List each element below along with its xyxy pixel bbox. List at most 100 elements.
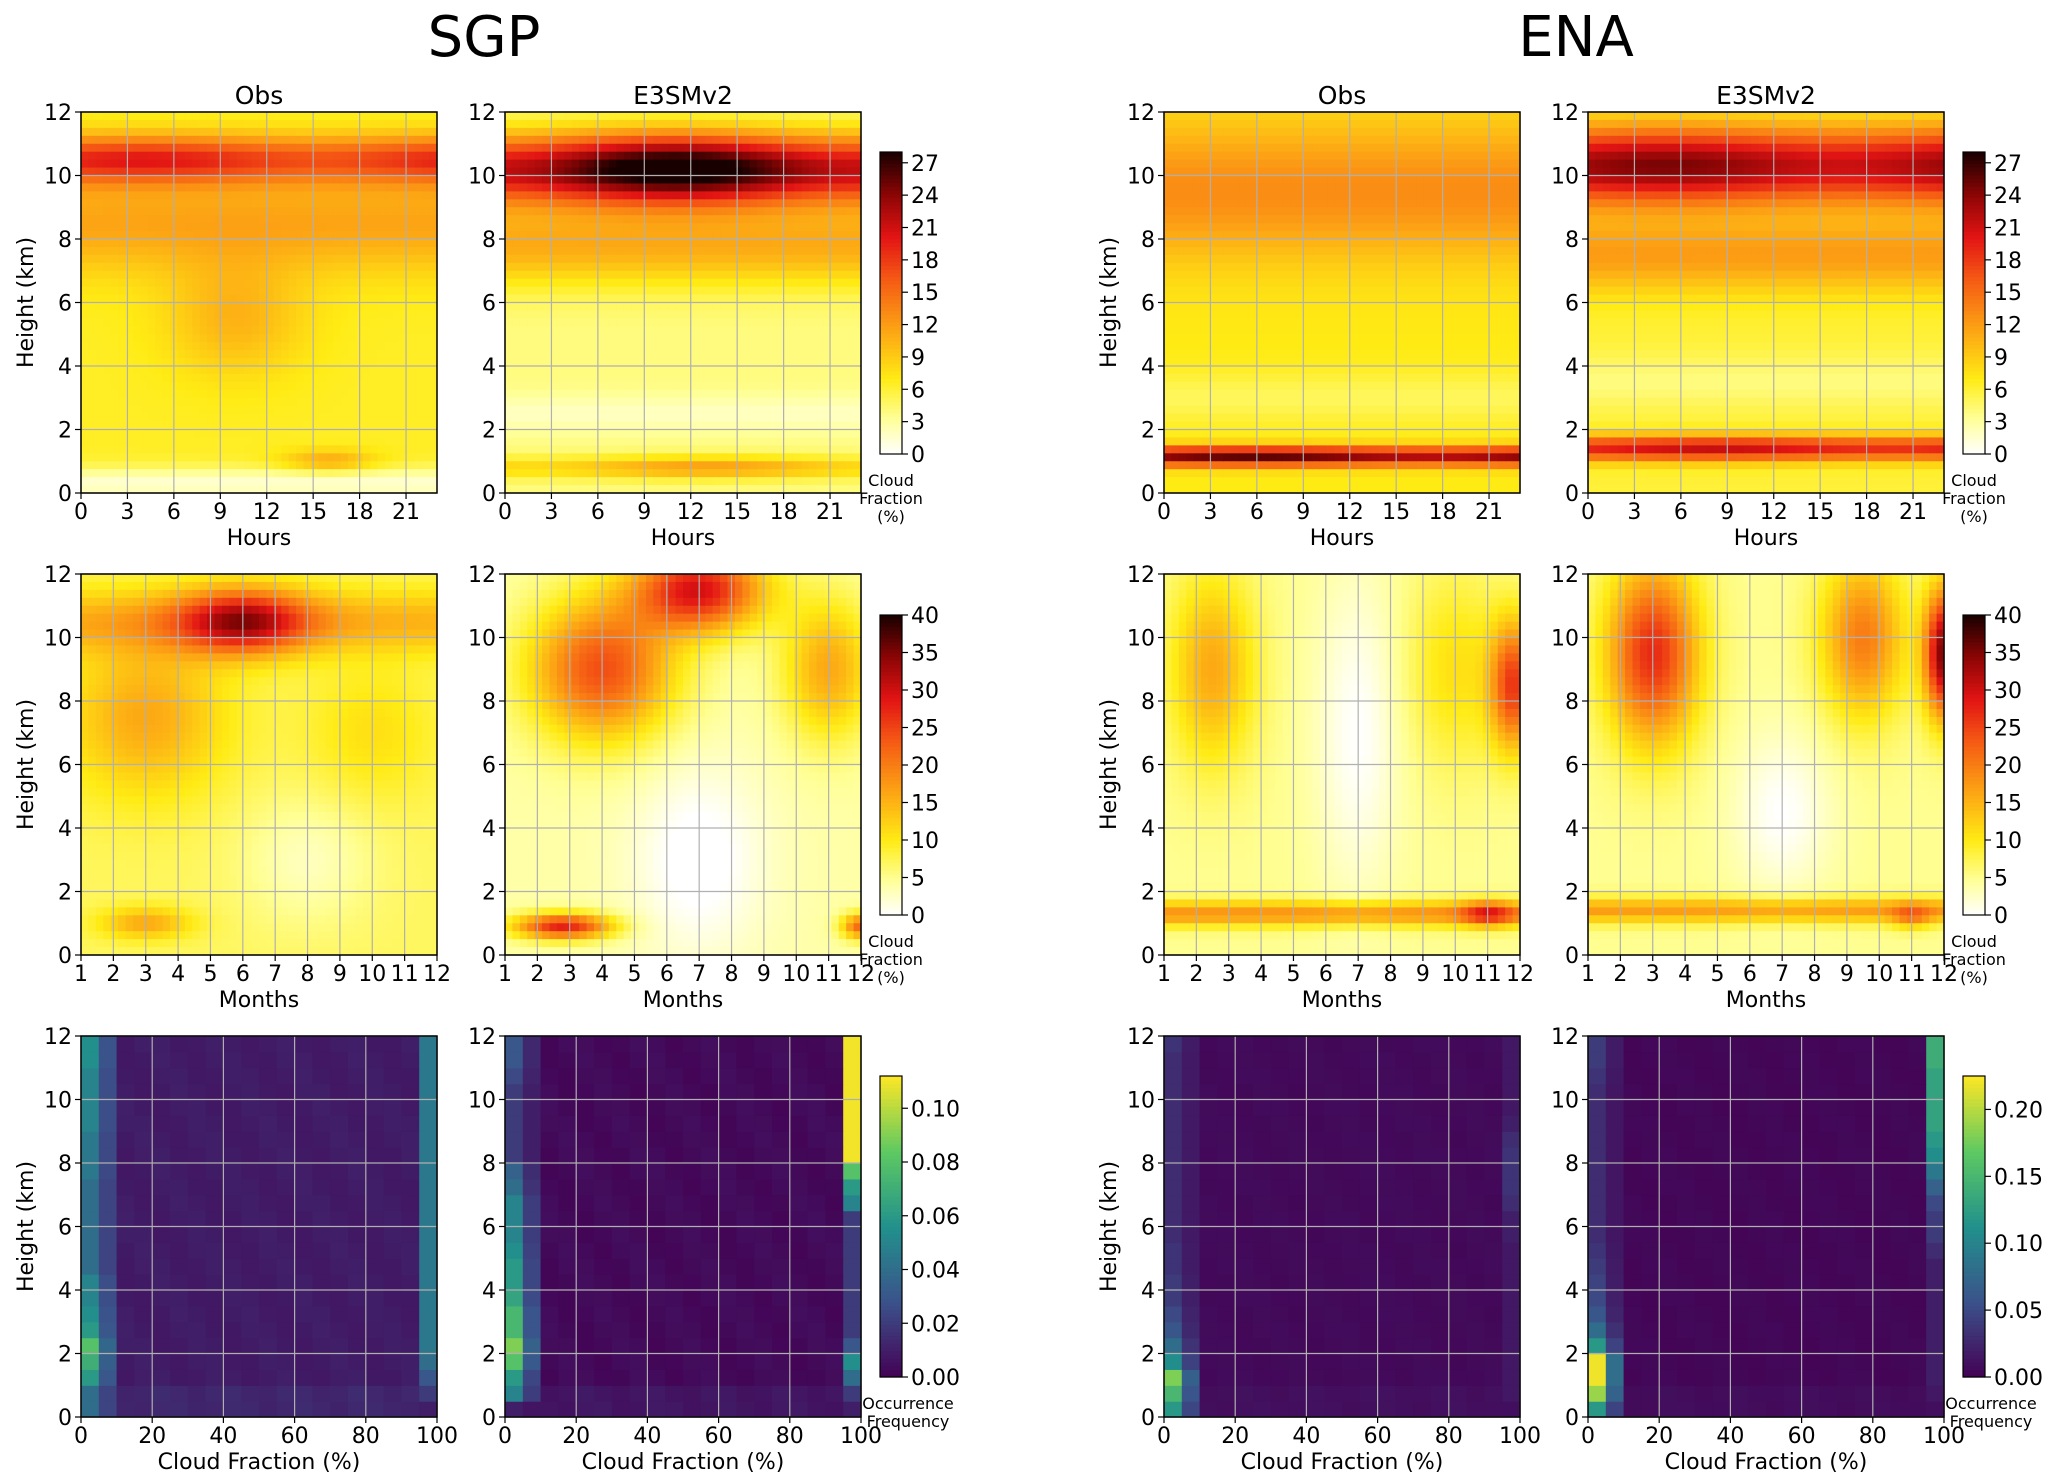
heat-cell (325, 286, 334, 296)
heat-cell (422, 183, 431, 192)
heat-cell (1186, 366, 1195, 375)
heat-cell (1186, 373, 1195, 383)
heat-cell (838, 175, 847, 185)
heat-cell (556, 485, 565, 494)
heat-cell (110, 286, 119, 296)
heat-cell (734, 254, 743, 264)
heat-cell (221, 477, 230, 486)
heat-cell (846, 119, 855, 129)
column-title-ena-e3smv2: E3SMv2 (1716, 81, 1816, 110)
heat-cell (668, 239, 677, 248)
heat-cell (579, 286, 588, 296)
heat-cell (370, 413, 379, 423)
heat-cell (505, 262, 514, 272)
heat-cell (512, 143, 521, 153)
heat-cell (348, 342, 357, 351)
heat-cell (764, 286, 773, 296)
heat-cell (668, 135, 677, 145)
heat-cell (333, 366, 342, 375)
heat-cell (370, 350, 379, 359)
heat-cell (727, 405, 736, 415)
heat-cell (690, 302, 699, 312)
heat-cell (601, 151, 610, 161)
heat-cell (505, 413, 514, 423)
heat-cell (823, 342, 832, 351)
heat-cell (742, 302, 751, 312)
heat-cell (831, 199, 840, 208)
heat-cell (259, 477, 268, 486)
heat-cell (534, 143, 543, 153)
heat-cell (377, 167, 386, 177)
heat-cell (340, 326, 349, 335)
heat-cell (184, 350, 193, 359)
heat-cell (259, 239, 268, 248)
heat-cell (199, 397, 208, 407)
heat-cell (623, 310, 632, 319)
heat-cell (177, 199, 186, 208)
x-tick-label: 12 (677, 500, 705, 525)
heat-cell (407, 286, 416, 296)
heat-cell (399, 262, 408, 272)
heat-cell (110, 254, 119, 264)
heat-cell (586, 207, 595, 216)
heat-cell (259, 318, 268, 327)
heat-cell (638, 286, 647, 296)
heat-cell (340, 405, 349, 415)
heat-cell (505, 175, 514, 185)
heat-cell (683, 159, 692, 169)
heat-cell (385, 223, 394, 232)
heat-cell (720, 453, 729, 462)
heat-cell (549, 294, 558, 304)
heat-cell (519, 278, 528, 288)
heat-cell (742, 294, 751, 304)
colorbar-segment (880, 189, 902, 195)
heat-cell (809, 270, 818, 280)
heat-cell (564, 151, 573, 161)
heat-cell (95, 453, 104, 462)
heat-cell (734, 246, 743, 256)
heat-cell (727, 135, 736, 145)
heat-cell (608, 437, 617, 446)
heat-cell (429, 334, 438, 343)
heat-cell (184, 461, 193, 470)
heat-cell (668, 405, 677, 415)
heat-cell (81, 477, 90, 486)
x-tick-label: 6 (167, 500, 181, 525)
heat-cell (303, 405, 312, 415)
heat-cell (668, 175, 677, 185)
heat-cell (549, 366, 558, 375)
heat-cell (81, 119, 90, 129)
heat-cell (631, 334, 640, 343)
heat-cell (668, 381, 677, 391)
heat-cell (303, 223, 312, 232)
heat-cell (638, 215, 647, 224)
heat-cell (734, 326, 743, 335)
heat-cell (348, 143, 357, 153)
heat-cell (697, 231, 706, 240)
colorbar-segment (880, 340, 902, 346)
heat-cell (392, 413, 401, 423)
heat-cell (125, 318, 134, 327)
heat-cell (683, 334, 692, 343)
heat-cell (399, 437, 408, 446)
heat-cell (392, 373, 401, 383)
heat-cell (757, 429, 766, 439)
heat-cell (564, 215, 573, 224)
heat-cell (742, 199, 751, 208)
heat-cell (764, 389, 773, 399)
colorbar-segment (880, 348, 902, 353)
heat-cell (1178, 429, 1187, 439)
heat-cell (601, 310, 610, 319)
heat-cell (690, 342, 699, 351)
heat-cell (549, 405, 558, 415)
heat-cell (853, 183, 862, 192)
heat-cell (370, 453, 379, 462)
heat-cell (192, 199, 201, 208)
heat-cell (846, 342, 855, 351)
heat-cell (816, 215, 825, 224)
heat-cell (221, 397, 230, 407)
heat-cell (244, 143, 253, 153)
heat-cell (244, 342, 253, 351)
heat-cell (720, 485, 729, 494)
heat-cell (192, 469, 201, 478)
